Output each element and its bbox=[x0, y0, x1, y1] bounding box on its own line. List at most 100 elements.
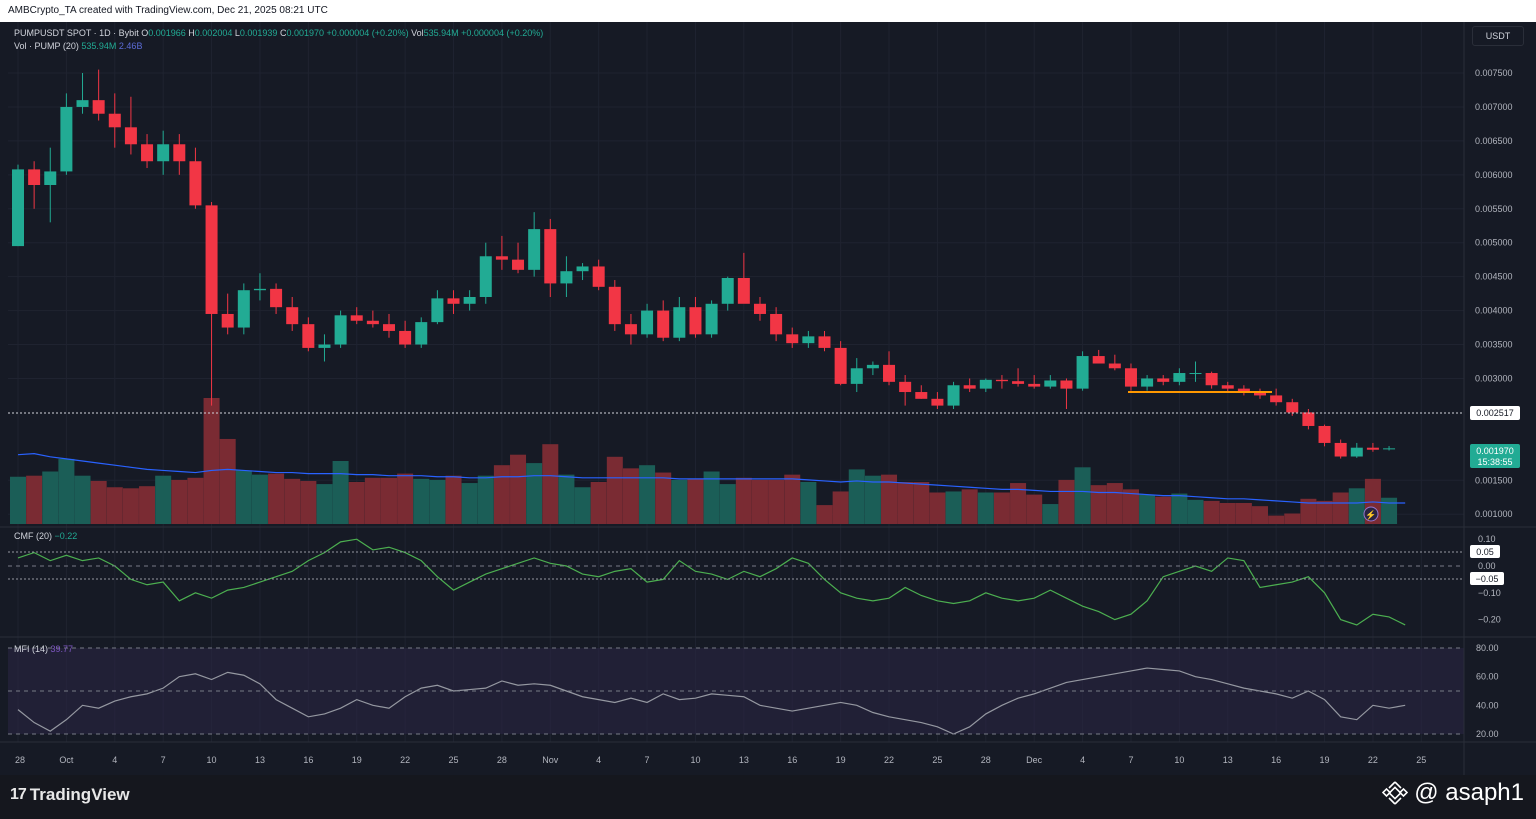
lightning-icon[interactable]: ⚡ bbox=[1365, 509, 1376, 521]
tradingview-logo-icon: 17 bbox=[10, 786, 27, 803]
x-tick-label: 13 bbox=[739, 755, 749, 765]
candle-body bbox=[1092, 356, 1105, 364]
volume-bar bbox=[1203, 500, 1220, 524]
low-value: 0.001939 bbox=[239, 28, 278, 38]
author-watermark: @ asaph1 bbox=[1382, 779, 1524, 807]
last-price-label-bg bbox=[1470, 444, 1520, 468]
candle-body bbox=[560, 271, 573, 284]
candle-body bbox=[1221, 385, 1234, 389]
candle-body bbox=[1141, 378, 1154, 387]
volume-bar bbox=[1155, 496, 1172, 524]
close-label: C bbox=[279, 28, 287, 38]
candle-body bbox=[1108, 363, 1121, 369]
tradingview-logo[interactable]: 17 TradingView bbox=[10, 785, 130, 805]
candle-body bbox=[253, 288, 266, 291]
cmf-low-label-bg bbox=[1470, 572, 1504, 585]
volume-bar bbox=[993, 492, 1010, 524]
volume-bar bbox=[139, 486, 156, 524]
candle-body bbox=[963, 385, 976, 389]
candle-body bbox=[173, 144, 186, 162]
price-tick-label: 0.001500 bbox=[1475, 475, 1513, 485]
volume-bar bbox=[655, 472, 672, 524]
vol-label: Vol bbox=[411, 28, 424, 38]
volume-bar bbox=[155, 475, 172, 524]
candle-body bbox=[124, 127, 137, 145]
binance-icon bbox=[1382, 781, 1409, 805]
volume-bar bbox=[1284, 513, 1301, 524]
dotted-price-label: 0.002517 bbox=[1476, 408, 1514, 418]
close-value: 0.001970 bbox=[286, 28, 324, 38]
candle-body bbox=[737, 277, 750, 304]
high-label: H bbox=[188, 28, 195, 38]
chart-svg[interactable]: 0.007500 0.007000 0.006500 0.006000 0.005500… bbox=[0, 22, 1536, 775]
candle-body bbox=[141, 144, 154, 162]
candle-body bbox=[237, 290, 250, 328]
candle-body bbox=[415, 322, 428, 345]
candle-body bbox=[947, 385, 960, 406]
price-tick-label: 0.003000 bbox=[1475, 373, 1513, 383]
volume-bar bbox=[1381, 497, 1398, 524]
cmf-legend[interactable]: CMF (20) −0.22 bbox=[14, 531, 77, 541]
x-tick-label: 19 bbox=[352, 755, 362, 765]
price-tick-label: 0.001000 bbox=[1475, 509, 1513, 519]
currency-button[interactable]: USDT bbox=[1472, 26, 1524, 46]
mfi-title: MFI (14) bbox=[14, 644, 49, 654]
candle-body bbox=[850, 368, 863, 384]
x-tick-label: 13 bbox=[255, 755, 265, 765]
volume-indicator-title: Vol · PUMP (20) bbox=[14, 41, 79, 51]
volume-bar bbox=[380, 477, 397, 524]
symbol-title[interactable]: PUMPUSDT SPOT · 1D · Bybit bbox=[14, 28, 139, 38]
candle-body bbox=[899, 381, 912, 393]
candle-body bbox=[431, 298, 444, 323]
volume-bar bbox=[703, 471, 720, 524]
volume-bar bbox=[768, 479, 785, 524]
lightning-icon-bg[interactable] bbox=[1363, 506, 1379, 522]
volume-bar bbox=[122, 488, 139, 524]
candle-body bbox=[44, 171, 57, 185]
volume-bar bbox=[945, 491, 962, 524]
price-tick-label: 0.004000 bbox=[1475, 306, 1513, 316]
candle-body bbox=[576, 266, 589, 272]
x-tick-label: 10 bbox=[207, 755, 217, 765]
candle-body bbox=[350, 315, 363, 321]
candle-body bbox=[673, 307, 686, 338]
volume-bar bbox=[929, 492, 946, 524]
volume-bar bbox=[461, 483, 478, 524]
volume-legend[interactable]: Vol · PUMP (20) 535.94M 2.46B bbox=[14, 41, 142, 51]
x-tick-label: 10 bbox=[1174, 755, 1184, 765]
candle-body bbox=[479, 256, 492, 297]
candle-body bbox=[689, 307, 702, 335]
candle-body bbox=[92, 100, 105, 114]
cmf-tick-label: 0.10 bbox=[1478, 534, 1496, 544]
countdown-label: 15:38:55 bbox=[1477, 457, 1512, 467]
volume-bar bbox=[1171, 493, 1188, 524]
high-value: 0.002004 bbox=[194, 28, 233, 38]
candle-body bbox=[1334, 442, 1347, 457]
x-tick-label: 7 bbox=[161, 755, 166, 765]
mfi-tick-label: 80.00 bbox=[1476, 643, 1499, 653]
mfi-legend[interactable]: MFI (14) 39.77 bbox=[14, 644, 73, 654]
candle-body bbox=[915, 392, 928, 399]
volume-bar bbox=[1316, 500, 1333, 524]
price-tick-label: 0.005500 bbox=[1475, 204, 1513, 214]
author-handle: @ asaph1 bbox=[1414, 779, 1524, 806]
volume-bar bbox=[832, 491, 849, 524]
candle-body bbox=[447, 298, 460, 304]
candle-body bbox=[1012, 381, 1025, 384]
candle-body bbox=[60, 106, 73, 172]
volume-bar bbox=[510, 454, 527, 524]
candle-body bbox=[1189, 373, 1202, 375]
volume-bar bbox=[1348, 488, 1365, 524]
volume-bar bbox=[542, 444, 559, 524]
last-price-label: 0.001970 bbox=[1476, 446, 1514, 456]
volume-bar bbox=[332, 461, 349, 524]
candle-body bbox=[721, 277, 734, 304]
candle-body bbox=[28, 169, 41, 185]
x-tick-label: 16 bbox=[1271, 755, 1281, 765]
volume-bar bbox=[848, 469, 865, 524]
chart-frame[interactable]: 0.007500 0.007000 0.006500 0.006000 0.005500… bbox=[0, 22, 1536, 819]
candle-body bbox=[1366, 447, 1379, 450]
candle-body bbox=[544, 229, 557, 284]
price-tick-label: 0.006500 bbox=[1475, 136, 1513, 146]
volume-bar bbox=[1219, 503, 1236, 524]
